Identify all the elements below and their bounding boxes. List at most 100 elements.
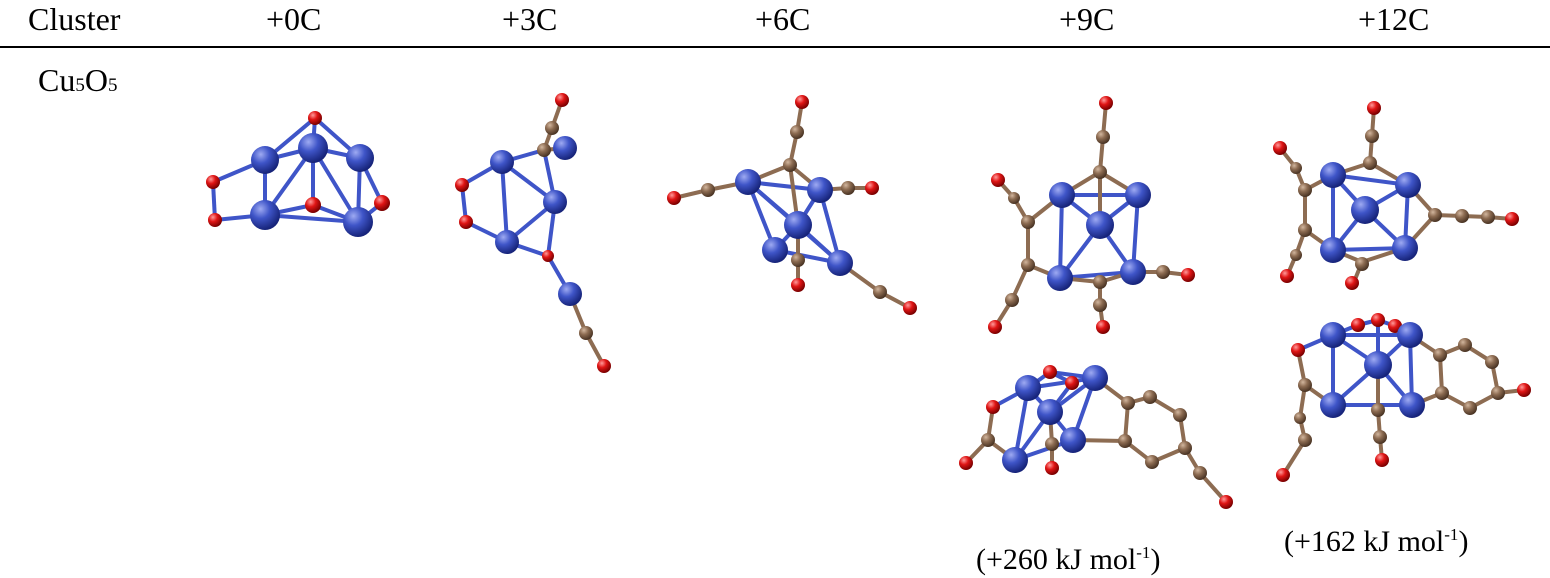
carbon-atom — [1298, 223, 1312, 237]
energy-label-9c: (+260 kJ mol-1) — [976, 543, 1161, 576]
oxygen-atom — [1045, 461, 1059, 475]
oxygen-atom — [455, 178, 469, 192]
oxygen-atom — [542, 250, 554, 262]
copper-atom — [1082, 365, 1108, 391]
oxygen-atom — [374, 195, 390, 211]
copper-atom — [343, 207, 373, 237]
carbon-atom — [1290, 249, 1302, 261]
oxygen-atom — [1517, 383, 1531, 397]
header-9c: +9C — [1059, 1, 1115, 37]
oxygen-atom — [597, 359, 611, 373]
header-6c: +6C — [755, 1, 811, 37]
carbon-atom — [873, 285, 887, 299]
copper-atom — [490, 150, 514, 174]
oxygen-atom — [1181, 268, 1195, 282]
carbon-atom — [1008, 192, 1020, 204]
carbon-atom — [1435, 386, 1449, 400]
carbon-atom — [1458, 338, 1472, 352]
oxygen-atom — [959, 456, 973, 470]
header-cluster: Cluster — [28, 1, 121, 37]
oxygen-atom — [206, 175, 220, 189]
copper-atom — [1060, 427, 1086, 453]
copper-atom — [1086, 211, 1114, 239]
carbon-atom — [791, 253, 805, 267]
oxygen-atom — [1099, 96, 1113, 110]
structure-0c — [206, 111, 390, 237]
oxygen-atom — [459, 215, 473, 229]
oxygen-atom — [791, 278, 805, 292]
carbon-atom — [1145, 455, 1159, 469]
carbon-atom — [1463, 401, 1477, 415]
carbon-atom — [1118, 434, 1132, 448]
copper-atom — [827, 250, 853, 276]
structure-12c-upper — [1273, 101, 1519, 290]
header-rule — [0, 46, 1550, 48]
copper-atom — [735, 169, 761, 195]
structure-12c-lower — [1276, 313, 1531, 482]
carbon-atom — [1371, 403, 1385, 417]
copper-atom — [553, 136, 577, 160]
carbon-atom — [1005, 293, 1019, 307]
carbon-atom — [1298, 183, 1312, 197]
copper-atom — [807, 177, 833, 203]
oxygen-atom — [1219, 495, 1233, 509]
copper-atom — [543, 190, 567, 214]
oxygen-atom — [1276, 468, 1290, 482]
oxygen-atom — [1096, 320, 1110, 334]
copper-atom — [762, 237, 788, 263]
carbon-atom — [701, 183, 715, 197]
oxygen-atom — [865, 181, 879, 195]
carbon-atom — [1428, 208, 1442, 222]
row-label-cu5o5: Cu5O5 — [38, 62, 118, 98]
carbon-atom — [545, 121, 559, 135]
copper-atom — [1120, 259, 1146, 285]
oxygen-atom — [555, 93, 569, 107]
carbon-atom — [1093, 298, 1107, 312]
oxygen-atom — [1291, 343, 1305, 357]
copper-atom — [784, 211, 812, 239]
copper-atom — [1320, 162, 1346, 188]
carbon-atom — [1298, 433, 1312, 447]
copper-atom — [1320, 322, 1346, 348]
header-0c: +0C — [266, 1, 322, 37]
copper-atom — [1037, 399, 1063, 425]
carbon-atom — [1021, 215, 1035, 229]
copper-atom — [1125, 182, 1151, 208]
oxygen-atom — [1065, 376, 1079, 390]
oxygen-atom — [308, 111, 322, 125]
copper-atom — [346, 144, 374, 172]
carbon-atom — [1173, 408, 1187, 422]
oxygen-atom — [1367, 101, 1381, 115]
copper-atom — [251, 146, 279, 174]
carbon-atom — [1481, 210, 1495, 224]
carbon-atom — [579, 326, 593, 340]
copper-atom — [1015, 375, 1041, 401]
oxygen-atom — [795, 95, 809, 109]
oxygen-atom — [1043, 365, 1057, 379]
oxygen-atom — [1375, 453, 1389, 467]
copper-atom — [1047, 265, 1073, 291]
copper-atom — [1399, 392, 1425, 418]
carbon-atom — [1143, 390, 1157, 404]
carbon-atom — [1093, 275, 1107, 289]
carbon-atom — [537, 143, 551, 157]
oxygen-atom — [986, 400, 1000, 414]
carbon-atom — [1485, 355, 1499, 369]
oxygen-atom — [1280, 269, 1294, 283]
header-3c: +3C — [502, 1, 558, 37]
structure-3c — [455, 93, 611, 373]
structure-6c — [667, 95, 917, 315]
oxygen-atom — [1345, 276, 1359, 290]
carbon-atom — [1156, 265, 1170, 279]
copper-atom — [1392, 235, 1418, 261]
carbon-atom — [1096, 130, 1110, 144]
oxygen-atom — [1505, 212, 1519, 226]
copper-atom — [250, 200, 280, 230]
carbon-atom — [1373, 430, 1387, 444]
carbon-atom — [1121, 396, 1135, 410]
carbon-atom — [1363, 156, 1377, 170]
carbon-atom — [1290, 162, 1302, 174]
oxygen-atom — [667, 191, 681, 205]
oxygen-atom — [1351, 318, 1365, 332]
